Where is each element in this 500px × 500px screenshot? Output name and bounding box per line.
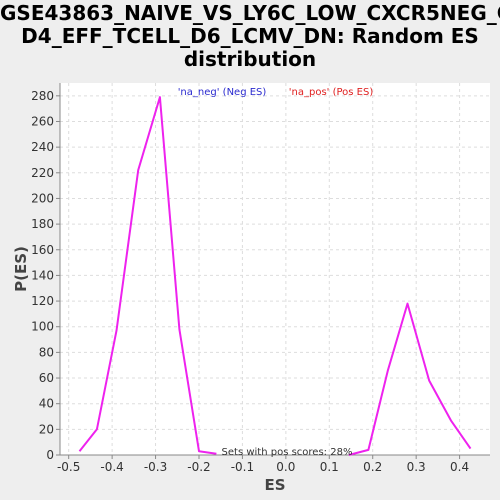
- x-axis-title: ES: [264, 476, 285, 494]
- y-tick-label: 200: [31, 191, 54, 205]
- y-tick-label: 100: [31, 320, 54, 334]
- x-tick-label: -0.5: [57, 460, 80, 474]
- x-tick-label: 0.4: [450, 460, 469, 474]
- y-tick-label: 260: [31, 114, 54, 128]
- plot-area: [60, 83, 490, 455]
- y-tick-label: 280: [31, 89, 54, 103]
- chart-title-line-2: D4_EFF_TCELL_D6_LCMV_DN: Random ES: [21, 24, 479, 48]
- x-tick-label: 0.2: [363, 460, 382, 474]
- y-tick-label: 120: [31, 294, 54, 308]
- pos-scores-annotation: Sets with pos scores: 28%: [222, 447, 353, 458]
- y-tick-label: 240: [31, 140, 54, 154]
- series-line-segment: [78, 96, 217, 455]
- y-tick-label: 0: [46, 448, 54, 462]
- x-tick-label: -0.1: [231, 460, 254, 474]
- legend-item-neg: 'na_neg' (Neg ES): [178, 87, 267, 98]
- y-tick-label: 80: [39, 345, 54, 359]
- axes-layer: -0.5 -0.4 -0.3 -0.2 -0.1 0.0 0.1 0.2 0.3 0.4 0 20 40…: [31, 83, 490, 474]
- chart-title: GSE43863_NAIVE_VS_LY6C_LOW_CXCR5NEG_C D4…: [0, 2, 500, 71]
- x-tick-label: -0.4: [100, 460, 123, 474]
- y-axis-title: P(ES): [12, 246, 30, 292]
- legend-item-pos: 'na_pos' (Pos ES): [289, 87, 374, 98]
- y-tick-label: 40: [39, 397, 54, 411]
- chart-title-line-3: distribution: [183, 47, 317, 71]
- series-layer: [78, 96, 472, 456]
- y-tick-label: 20: [39, 422, 54, 436]
- x-tick-label: -0.3: [144, 460, 167, 474]
- y-tick-label: 160: [31, 243, 54, 257]
- grid-layer: [60, 83, 490, 456]
- legend: 'na_neg' (Neg ES) 'na_pos' (Pos ES): [178, 87, 374, 98]
- x-tick-label: 0.0: [276, 460, 295, 474]
- y-tick-label: 60: [39, 371, 54, 385]
- x-tick-label: 0.1: [320, 460, 339, 474]
- x-tick-label: 0.3: [407, 460, 426, 474]
- series-line-segment: [348, 302, 472, 456]
- y-tick-label: 220: [31, 166, 54, 180]
- chart-title-line-1: GSE43863_NAIVE_VS_LY6C_LOW_CXCR5NEG_C: [0, 1, 500, 25]
- y-tick-label: 140: [31, 268, 54, 282]
- x-tick-label: -0.2: [187, 460, 210, 474]
- y-tick-label: 180: [31, 217, 54, 231]
